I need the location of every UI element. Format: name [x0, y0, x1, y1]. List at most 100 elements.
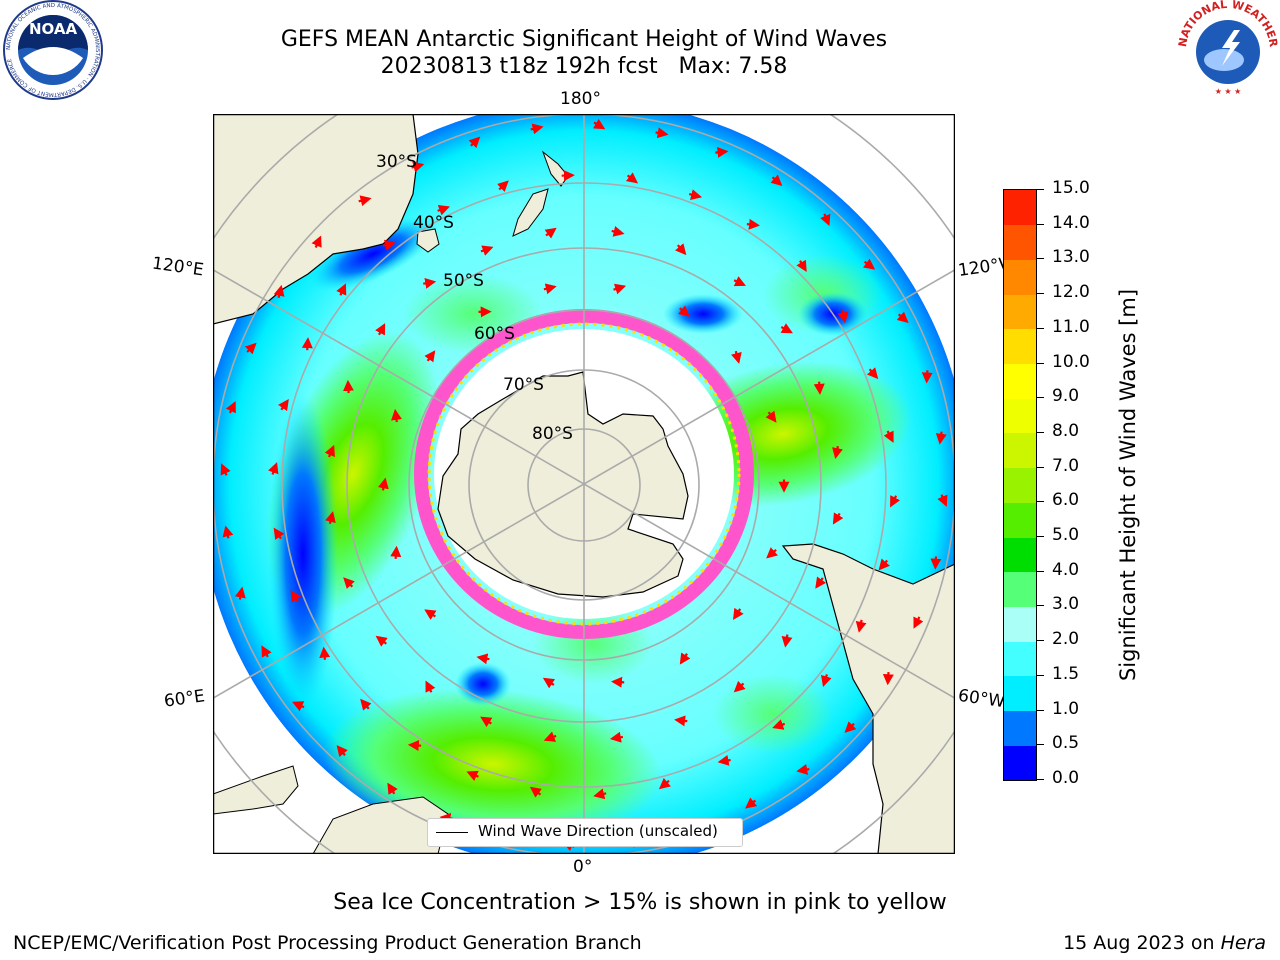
colorbar-tick-label: 10.0: [1052, 351, 1090, 372]
lon-label-top: 180°: [560, 89, 601, 109]
wave-direction-arrow: [821, 674, 832, 688]
wave-direction-arrow: [593, 118, 606, 130]
wave-direction-arrow: [890, 495, 901, 508]
wave-direction-arrow: [655, 127, 669, 139]
wave-direction-arrow: [733, 607, 744, 621]
wave-direction-arrow: [336, 283, 347, 296]
map-legend: Wind Wave Direction (unscaled): [427, 818, 743, 847]
map-subtitle: 20230813 t18z 192h fcst Max: 7.58: [380, 54, 788, 79]
wave-direction-arrow: [813, 381, 825, 395]
legend-line-swatch: [436, 832, 468, 833]
colorbar-segment: [1004, 502, 1036, 538]
wave-direction-arrow: [733, 680, 746, 693]
footer-date: 15 Aug 2023 on Hera: [1063, 932, 1266, 954]
lon-label-lower-right: 60°W: [956, 685, 1007, 713]
wave-direction-arrow: [815, 576, 827, 589]
wave-direction-arrow: [324, 444, 335, 458]
colorbar-segment: [1004, 745, 1036, 781]
colorbar-tick-mark: [1037, 570, 1044, 572]
wave-direction-arrow: [717, 754, 731, 766]
wave-direction-arrow: [921, 370, 933, 384]
wave-direction-arrow: [863, 258, 876, 270]
wave-direction-arrow: [937, 494, 948, 507]
wave-direction-arrow: [765, 410, 777, 423]
wave-direction-arrow: [480, 245, 494, 256]
wave-direction-arrow: [677, 305, 690, 317]
wave-direction-arrow: [234, 586, 246, 600]
wave-direction-arrow: [731, 350, 742, 364]
colorbar-segment: [1004, 675, 1036, 712]
wave-direction-arrow: [772, 719, 786, 730]
colorbar-tick-label: 7.0: [1052, 455, 1080, 476]
colorbar-tick-mark: [1037, 466, 1044, 468]
colorbar-label: Significant Height of Wind Waves [m]: [1116, 288, 1140, 682]
wave-direction-arrow: [745, 797, 758, 809]
colorbar-tick-label: 8.0: [1052, 420, 1080, 441]
lat-label-50: 50°S: [443, 271, 484, 291]
wave-direction-arrow: [466, 770, 479, 781]
colorbar-tick-mark: [1037, 223, 1044, 225]
wave-direction-arrow: [883, 430, 894, 443]
wave-direction-arrow: [407, 740, 422, 752]
wave-direction-arrow: [930, 556, 942, 570]
wave-direction-arrow: [770, 174, 783, 186]
wave-direction-arrow: [358, 195, 372, 207]
noaa-wordmark: NOAA: [29, 20, 78, 38]
wave-direction-arrow: [311, 235, 322, 248]
lat-label-60: 60°S: [474, 324, 515, 344]
colorbar-segment: [1004, 467, 1036, 503]
new-zealand-south: [512, 188, 549, 237]
wave-direction-arrow: [424, 609, 437, 620]
south-america: [781, 543, 955, 854]
lat-label-30: 30°S: [376, 152, 417, 172]
wave-direction-arrow: [796, 259, 807, 272]
wave-direction-arrow: [273, 527, 285, 540]
colorbar-tick-mark: [1037, 605, 1044, 607]
colorbar-tick-label: 6.0: [1052, 490, 1080, 511]
wave-direction-arrow: [837, 310, 849, 324]
wave-direction-arrow: [225, 401, 236, 414]
wave-direction-arrow: [424, 350, 436, 363]
wave-direction-arrow: [244, 342, 257, 355]
wave-direction-arrow: [291, 701, 305, 712]
colorbar-tick-mark: [1037, 293, 1044, 295]
wave-direction-arrow: [530, 123, 544, 135]
colorbar-segment: [1004, 571, 1036, 607]
wave-direction-arrow: [387, 782, 398, 795]
wave-direction-arrow: [820, 213, 831, 227]
graticule: [213, 114, 955, 854]
wave-direction-arrow: [343, 577, 355, 589]
wave-direction-arrow: [375, 635, 388, 647]
colorbar: [1003, 189, 1037, 781]
wave-direction-arrow: [658, 777, 671, 790]
colorbar-tick-label: 4.0: [1052, 559, 1080, 580]
wave-direction-arrow: [543, 731, 557, 742]
wave-direction-arrow: [832, 512, 844, 525]
wave-direction-arrow: [336, 745, 348, 758]
wave-direction-arrow: [611, 676, 625, 688]
colorbar-segment: [1004, 190, 1036, 226]
sea-ice-note: Sea Ice Concentration > 15% is shown in …: [333, 890, 947, 915]
legend-label: Wind Wave Direction (unscaled): [478, 822, 718, 840]
colorbar-tick-mark: [1037, 744, 1044, 746]
wave-direction-arrow: [497, 180, 509, 192]
colorbar-tick-mark: [1037, 362, 1044, 364]
africa: [213, 765, 299, 815]
colorbar-tick-label: 2.0: [1052, 629, 1080, 650]
colorbar-tick-label: 15.0: [1052, 178, 1090, 198]
colorbar-segment: [1004, 432, 1036, 469]
colorbar-tick-mark: [1037, 327, 1044, 329]
wave-direction-arrow: [832, 445, 843, 460]
wave-direction-arrow: [715, 146, 729, 158]
lat-label-80: 80°S: [532, 424, 573, 444]
colorbar-tick-mark: [1037, 501, 1044, 503]
wave-direction-arrow: [796, 764, 810, 775]
wave-direction-arrow: [468, 136, 481, 149]
colorbar-segment: [1004, 710, 1036, 746]
wave-direction-arrow: [674, 715, 688, 727]
tasmania: [416, 228, 440, 253]
polar-map: [213, 114, 955, 854]
colorbar-tick-label: 9.0: [1052, 386, 1080, 407]
wave-direction-arrow: [423, 277, 437, 289]
wave-direction-arrow: [611, 226, 625, 237]
